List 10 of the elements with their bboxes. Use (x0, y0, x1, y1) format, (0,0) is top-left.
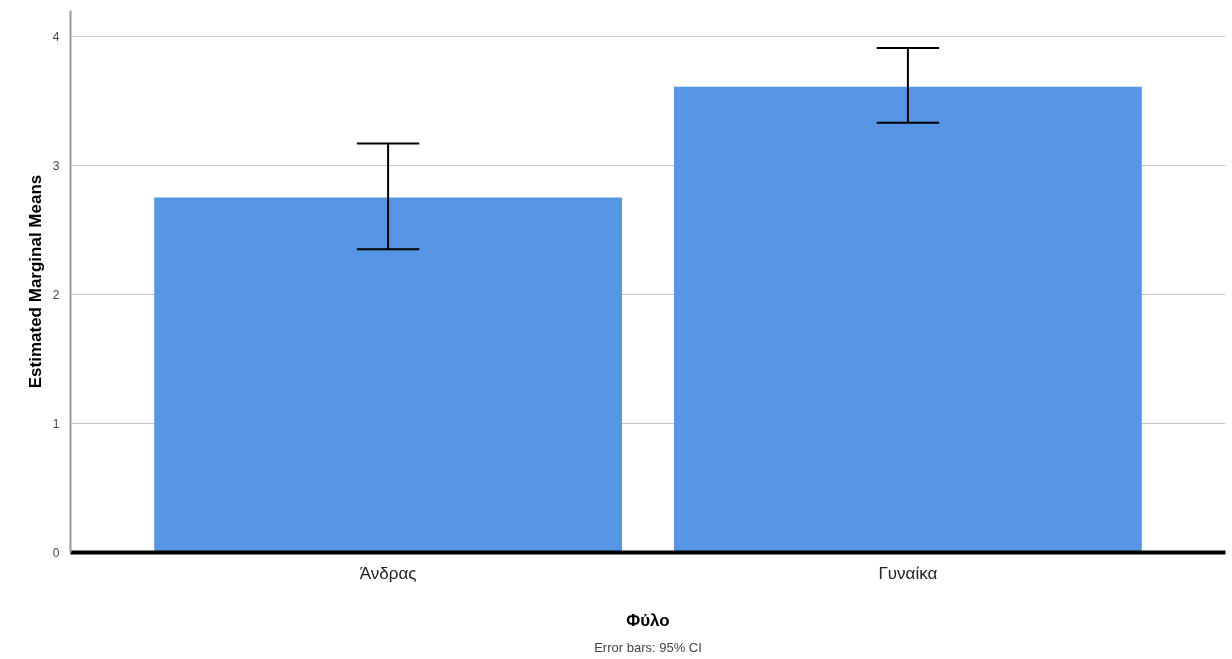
y-tick-label: 2 (52, 287, 60, 302)
y-tick-label: 4 (52, 29, 60, 44)
x-tick-label: Γυναίκα (878, 563, 938, 583)
y-tick-label: 1 (52, 416, 60, 431)
y-tick-label: 3 (52, 158, 60, 173)
y-axis-title: Estimated Marginal Means (25, 174, 45, 389)
x-tick-label: Άνδρας (359, 563, 417, 583)
x-axis-title: Φύλο (626, 610, 670, 630)
y-tick-label: 0 (52, 546, 60, 560)
text: Error bars: 95% CI (594, 639, 702, 655)
